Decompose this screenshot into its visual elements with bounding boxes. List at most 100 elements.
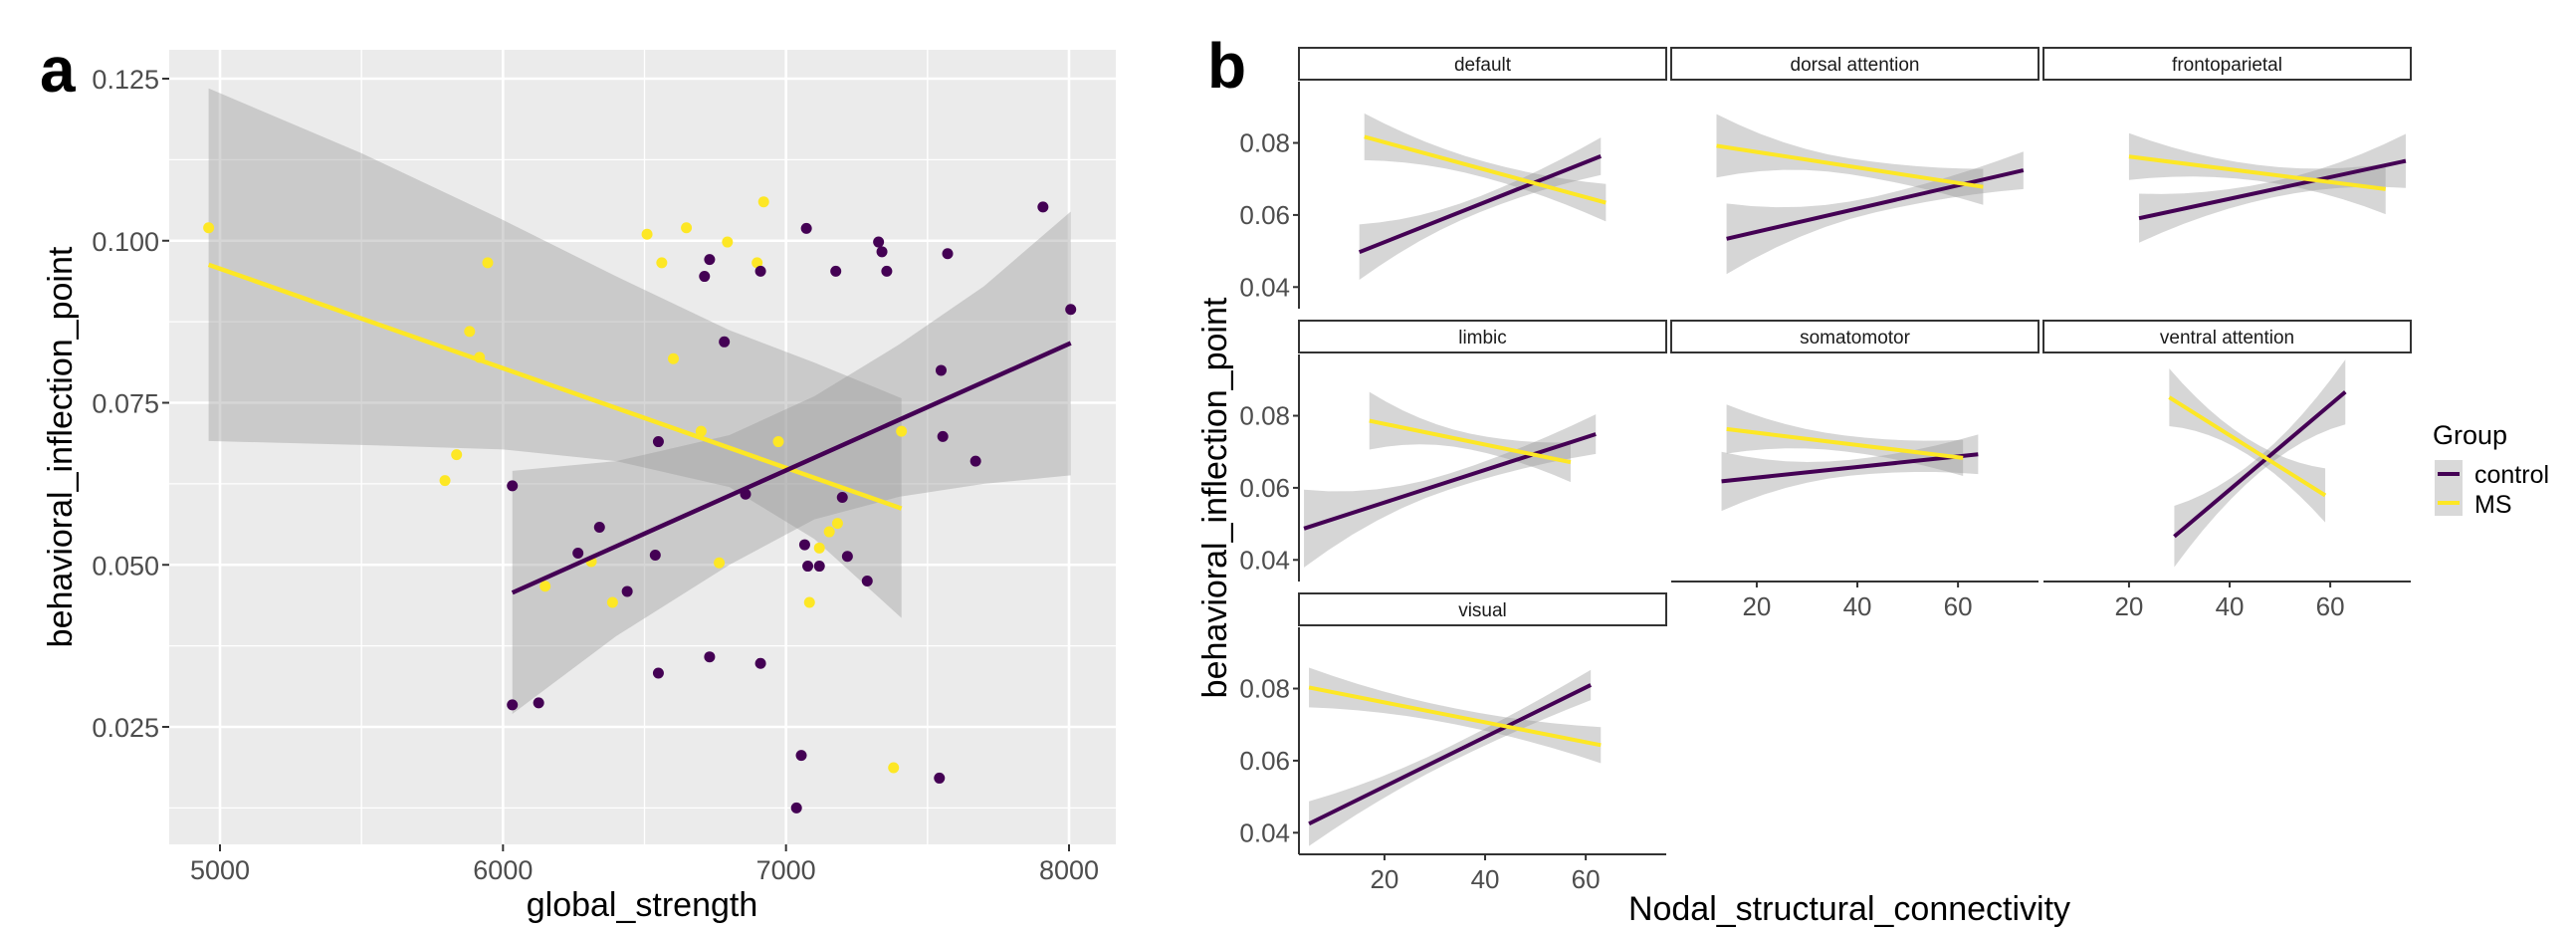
point-ms (823, 526, 835, 538)
point-control (935, 364, 947, 376)
x-tick-label: 40 (2216, 591, 2245, 621)
point-ms (695, 425, 707, 437)
panel-a-plot-background (169, 50, 1116, 844)
y-tick-label: 0.075 (92, 389, 159, 419)
fit-line-control (1303, 432, 1597, 531)
point-ms (813, 542, 825, 554)
point-ms (451, 449, 463, 461)
point-control (861, 576, 873, 587)
panel-a-points (203, 196, 1077, 814)
panel-b-y-axis-title: behavioral_inflection_point (1196, 297, 1234, 698)
fit-line-ms (1716, 143, 1984, 189)
panel-a-y-axis-title: behavioral_inflection_point (42, 246, 80, 647)
point-ms (714, 557, 726, 569)
x-tick-label: 60 (1944, 591, 1973, 621)
fit-line-control (1308, 683, 1593, 826)
fit-line-control (1721, 452, 1979, 484)
point-ms (668, 352, 680, 364)
point-control (507, 480, 519, 492)
point-ms (464, 326, 476, 338)
point-control (649, 549, 661, 561)
panel-a-confidence-ribbons (208, 88, 1071, 714)
facet-strip-label: somatomotor (1800, 328, 1911, 349)
facet-strip (2042, 320, 2412, 353)
point-control (621, 585, 633, 597)
x-tick-label: 8000 (1039, 855, 1099, 885)
point-ms (681, 222, 693, 234)
facet-strip (1298, 592, 1667, 626)
facet-strip-label: default (1454, 55, 1512, 76)
panel-a-fit-lines (207, 262, 1072, 595)
point-control (652, 667, 664, 679)
facet-dorsal-attention: dorsal attention (1670, 47, 2039, 275)
panel-a-gridlines (169, 50, 1116, 844)
point-control (699, 271, 711, 283)
x-tick-label: 20 (1370, 864, 1398, 894)
facet-somatomotor: somatomotor 20 40 60 (1670, 320, 2039, 621)
point-control (836, 492, 848, 504)
point-control (790, 802, 802, 814)
x-tick-label: 60 (1572, 864, 1601, 894)
ci-ribbon-ms (208, 88, 902, 618)
legend: Group control MS (2433, 420, 2549, 519)
point-control (876, 246, 888, 258)
point-control (934, 772, 946, 784)
point-control (800, 222, 812, 234)
fit-line-ms (2128, 154, 2386, 191)
fit-line-ms (1364, 134, 1607, 205)
point-ms (772, 436, 784, 448)
point-control (873, 236, 885, 248)
facet-frontoparietal: frontoparietal (2042, 47, 2412, 243)
fit-line-ms (1308, 685, 1602, 748)
point-control (652, 436, 664, 448)
point-control (754, 657, 766, 669)
ci-ribbon-control (512, 211, 1071, 714)
point-control (881, 265, 893, 277)
y-tick-label: 0.08 (1239, 401, 1290, 431)
y-tick-label: 0.06 (1239, 746, 1290, 776)
fit-line-ms (207, 262, 903, 511)
facet-strip-label: ventral attention (2160, 328, 2294, 349)
point-control (798, 539, 810, 551)
x-tick-label: 40 (1471, 864, 1500, 894)
x-tick-label: 40 (1843, 591, 1872, 621)
y-tick-label: 0.04 (1239, 817, 1290, 847)
facet-strip-label: limbic (1458, 328, 1507, 349)
point-ms (888, 762, 900, 774)
x-tick-label: 20 (1742, 591, 1771, 621)
y-tick-label: 0.100 (92, 227, 159, 257)
panel-b-facets: b default 0.04 0.06 0.08 dorsal attention fro… (1196, 30, 2549, 928)
x-tick-label: 20 (2114, 591, 2143, 621)
point-control (969, 455, 981, 467)
point-ms (722, 236, 734, 248)
fit-line-ms (2168, 395, 2327, 498)
point-ms (482, 257, 494, 269)
point-control (719, 336, 731, 348)
facet-strip-label: dorsal attention (1791, 55, 1920, 76)
facet-ventral-attention: ventral attention 20 40 60 (2042, 320, 2412, 621)
facet-visual: visual 0.04 0.06 0.08 20 40 60 (1239, 592, 1667, 894)
y-tick-label: 0.06 (1239, 473, 1290, 503)
facet-strip (2042, 47, 2412, 81)
panel-a-axes: 5000 6000 7000 8000 0.025 0.050 0.075 0.100 0.12… (92, 65, 1099, 885)
fit-line-ms (1369, 418, 1572, 465)
panel-a-scatter: 5000 6000 7000 8000 0.025 0.050 0.075 0.100 0.12… (40, 34, 1116, 924)
point-ms (831, 518, 843, 530)
legend-title: Group (2433, 420, 2507, 450)
ci-ribbon-ms (1716, 114, 1984, 205)
point-ms (606, 596, 618, 608)
point-ms (656, 257, 668, 269)
facet-limbic: limbic 0.04 0.06 0.08 (1239, 320, 1667, 582)
fit-line-control (2138, 158, 2407, 221)
point-control (593, 521, 605, 533)
point-control (795, 750, 807, 762)
point-ms (539, 581, 551, 592)
panel-b-letter: b (1207, 30, 1246, 102)
legend-label-ms: MS (2474, 491, 2512, 519)
ci-ribbon-control (1309, 669, 1592, 846)
fit-line-control (1358, 154, 1603, 255)
point-control (802, 561, 814, 573)
point-control (704, 651, 716, 663)
point-ms (203, 222, 215, 234)
